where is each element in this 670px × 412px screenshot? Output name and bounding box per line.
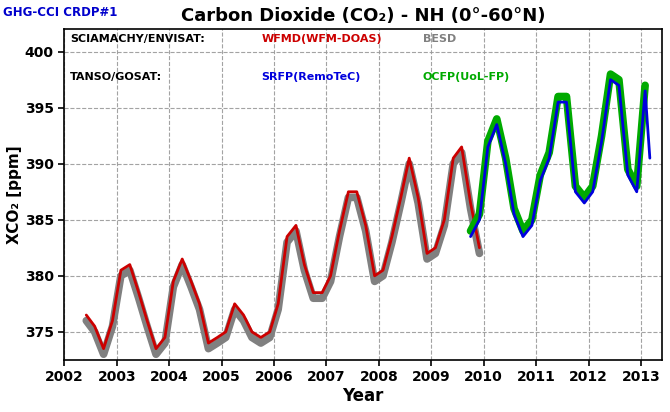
Text: SRFP(RemoTeC): SRFP(RemoTeC) bbox=[261, 72, 361, 82]
Text: WFMD(WFM-DOAS): WFMD(WFM-DOAS) bbox=[261, 34, 382, 44]
Y-axis label: XCO₂ [ppm]: XCO₂ [ppm] bbox=[7, 145, 22, 244]
Text: GHG-CCI CRDP#1: GHG-CCI CRDP#1 bbox=[3, 6, 118, 19]
Text: SCIAMACHY/ENVISAT:: SCIAMACHY/ENVISAT: bbox=[70, 34, 205, 44]
Text: TANSO/GOSAT:: TANSO/GOSAT: bbox=[70, 72, 162, 82]
Text: OCFP(UoL-FP): OCFP(UoL-FP) bbox=[423, 72, 510, 82]
X-axis label: Year: Year bbox=[342, 387, 384, 405]
Text: BESD: BESD bbox=[423, 34, 456, 44]
Title: Carbon Dioxide (CO₂) - NH (0°-60°N): Carbon Dioxide (CO₂) - NH (0°-60°N) bbox=[181, 7, 545, 25]
